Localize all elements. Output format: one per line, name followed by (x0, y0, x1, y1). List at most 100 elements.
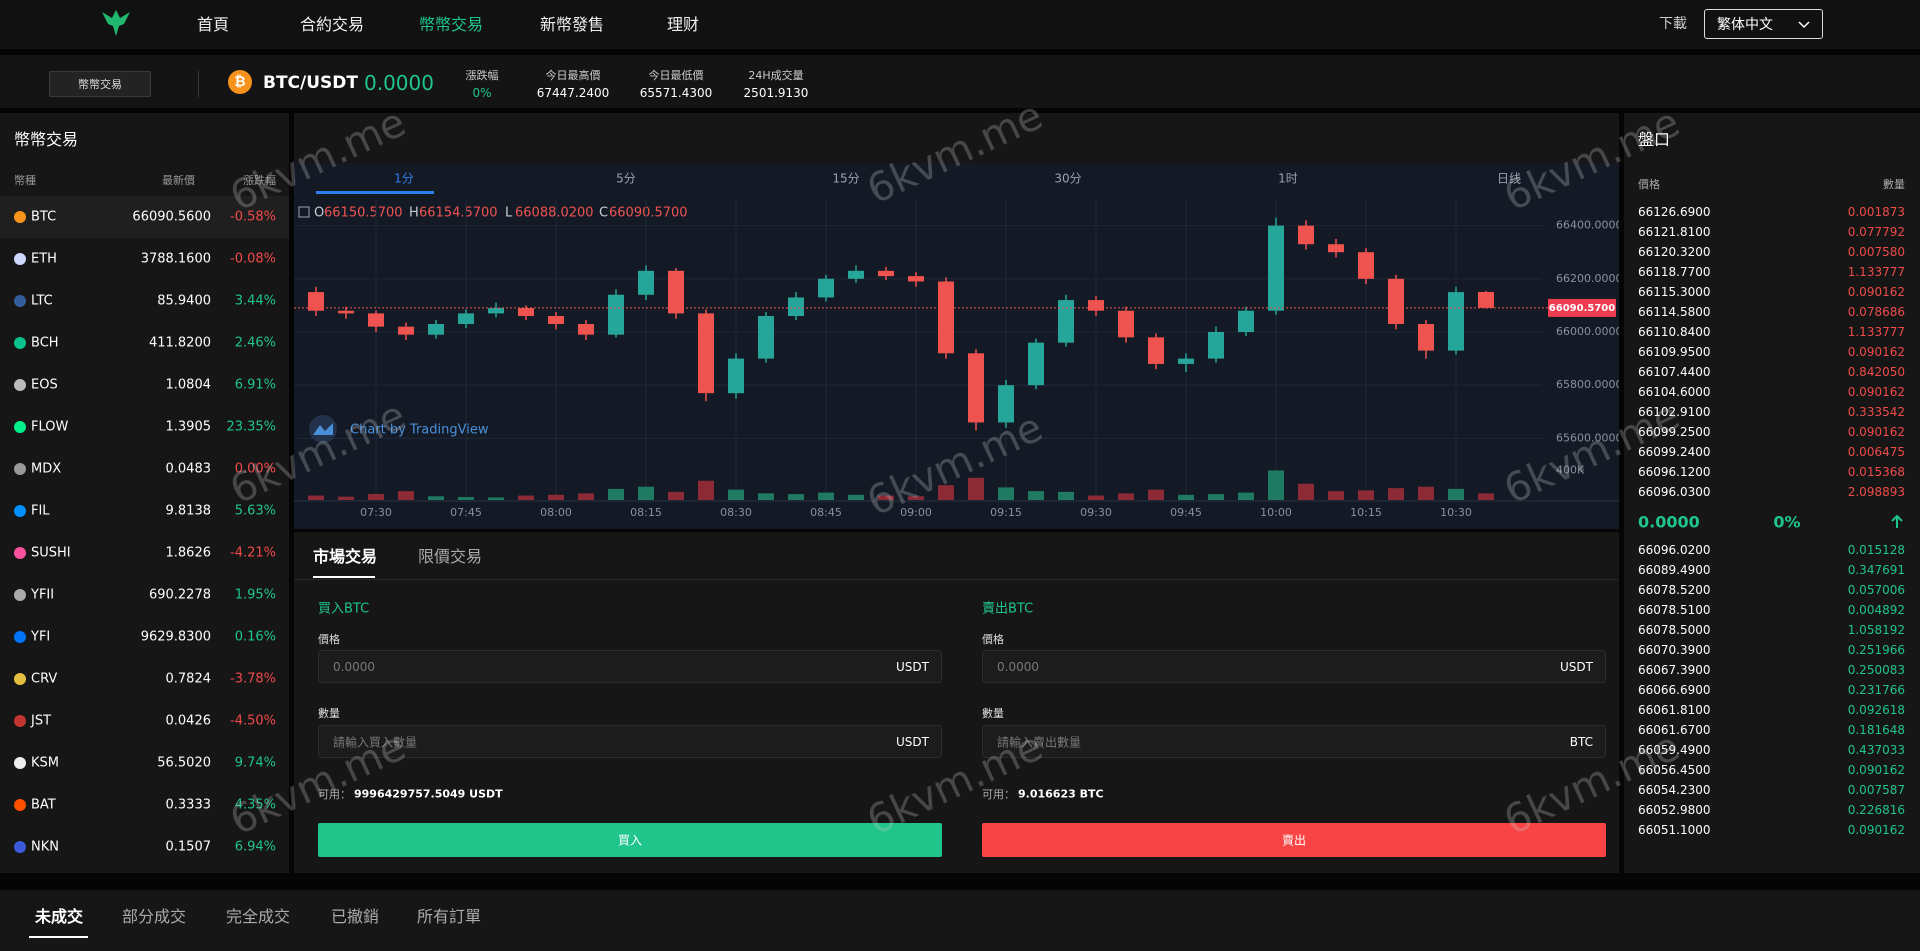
coin-change: -3.78% (230, 671, 276, 687)
coin-change: -4.21% (230, 545, 276, 561)
market-row[interactable]: FIL 9.8138 5.63% (0, 490, 289, 532)
market-row[interactable]: ETH 3788.1600 -0.08% (0, 238, 289, 280)
available-value: 9.016623 BTC (1018, 787, 1104, 801)
candle-body (338, 310, 354, 314)
price-input[interactable]: 0.0000 USDT (318, 650, 942, 683)
ticker-tab[interactable]: 幣幣交易 (49, 71, 151, 97)
coin-name: JST (31, 713, 52, 729)
orderbook-price: 66054.2300 (1638, 783, 1711, 797)
ohlc-label: L (505, 206, 513, 221)
orderbook-amount: 0.181648 (1847, 723, 1905, 737)
pair-name: BTC/USDT (263, 73, 358, 93)
price-input[interactable]: 0.0000 USDT (982, 650, 1606, 683)
coin-price: 66090.5600 (132, 209, 211, 225)
market-row[interactable]: LTC 85.9400 3.44% (0, 280, 289, 322)
market-row[interactable]: BAT 0.3333 4.35% (0, 784, 289, 826)
coin-price: 56.5020 (157, 755, 211, 771)
ticker-bar: 幣幣交易 ₿ BTC/USDT 0.0000 漲跌幅 0% 今日最高價 67447.2400 今… (0, 55, 1920, 108)
volume-bar (698, 480, 714, 500)
amount-input[interactable]: 請輸入買入數量 USDT (318, 725, 942, 758)
candle-body (1328, 244, 1344, 253)
market-row[interactable]: CRV 0.7824 -3.78% (0, 658, 289, 700)
coin-price: 0.3333 (165, 797, 212, 813)
download-link[interactable]: 下載 (1659, 16, 1687, 32)
ohlc-value: 66088.0200 (515, 206, 594, 221)
candle-body (1208, 332, 1224, 359)
volume-bar (908, 496, 924, 500)
market-row[interactable]: NKN 0.1507 6.94% (0, 826, 289, 868)
input-placeholder: 0.0000 (333, 660, 375, 674)
orders-tab[interactable]: 完全成交 (225, 907, 291, 926)
orderbook-amount: 0.007580 (1847, 245, 1905, 259)
market-row[interactable]: YFI 9629.8300 0.16% (0, 616, 289, 658)
orderbook-amount: 0.090162 (1847, 345, 1905, 359)
trade-tab[interactable]: 限價交易 (418, 547, 483, 566)
market-row[interactable]: BTC 66090.5600 -0.58% (0, 196, 289, 238)
market-row[interactable]: BCH 411.8200 2.46% (0, 322, 289, 364)
coin-icon (14, 379, 26, 391)
orderbook-amount: 0.231766 (1847, 683, 1905, 697)
market-row[interactable]: JST 0.0426 -4.50% (0, 700, 289, 742)
field-label: 數量 (318, 707, 340, 720)
coin-icon (14, 715, 26, 727)
orderbook-price: 66121.8100 (1638, 225, 1711, 239)
nav-item[interactable]: 首頁 (196, 15, 230, 34)
orderbook-amount: 0.090162 (1847, 425, 1905, 439)
time-tick-label: 07:45 (450, 506, 482, 519)
market-row[interactable]: KSM 56.5020 9.74% (0, 742, 289, 784)
volume-bar (1478, 493, 1494, 500)
divider (294, 579, 1619, 580)
column-header: 漲跌幅 (243, 174, 276, 187)
submit-button[interactable]: 賣出 (982, 823, 1606, 857)
candle-body (488, 308, 504, 314)
candle-body (668, 270, 684, 314)
amount-input[interactable]: 請輸入賣出數量 BTC (982, 725, 1606, 758)
divider (198, 71, 199, 97)
coin-icon (14, 547, 26, 559)
volume-bar (338, 496, 354, 500)
candle-body (1058, 300, 1074, 343)
orderbook-amount: 0.226816 (1847, 803, 1905, 817)
orderbook-price: 66051.1000 (1638, 823, 1711, 837)
orders-tab[interactable]: 部分成交 (121, 907, 187, 926)
trade-tab[interactable]: 市場交易 (313, 547, 378, 566)
coin-icon (14, 211, 26, 223)
market-panel: 幣幣交易 幣種 最新價 漲跌幅 BTC 66090.5600 -0.58% ETH 3788.1… (0, 113, 289, 873)
volume-bar (1268, 470, 1284, 500)
nav-item[interactable]: 新幣發售 (539, 15, 605, 34)
market-row[interactable]: EOS 1.0804 6.91% (0, 364, 289, 406)
field-label: 價格 (982, 633, 1004, 646)
market-row[interactable]: MDX 0.0483 0.00% (0, 448, 289, 490)
volume-bar (1418, 486, 1434, 500)
orders-tab[interactable]: 未成交 (34, 907, 84, 926)
orderbook-price: 66102.9100 (1638, 405, 1711, 419)
nav-item[interactable]: 理财 (666, 15, 700, 34)
language-select[interactable]: 繁体中文 (1704, 9, 1823, 39)
orderbook-amount: 2.098893 (1847, 485, 1905, 499)
coin-price: 690.2278 (148, 587, 211, 603)
orderbook-amount: 0.006475 (1847, 445, 1905, 459)
orders-tab[interactable]: 所有訂單 (416, 907, 482, 926)
nav-item[interactable]: 幣幣交易 (418, 15, 484, 34)
orderbook-price: 66056.4500 (1638, 763, 1711, 777)
submit-button[interactable]: 買入 (318, 823, 942, 857)
nav-item[interactable]: 合約交易 (299, 15, 365, 34)
candle-body (1358, 252, 1374, 279)
panel-title: 盤口 (1638, 130, 1671, 149)
volume-bar (968, 477, 984, 500)
coin-icon (14, 841, 26, 853)
candle-body (1178, 358, 1194, 364)
coin-name: LTC (31, 293, 53, 309)
legend-toggle (298, 206, 310, 218)
market-row[interactable]: SUSHI 1.8626 -4.21% (0, 532, 289, 574)
market-row[interactable]: FLOW 1.3905 23.35% (0, 406, 289, 448)
volume-bar (488, 497, 504, 500)
interval-tab: 5分 (616, 172, 636, 186)
orders-tab[interactable]: 已撤銷 (330, 907, 380, 926)
coin-name: ETH (31, 251, 57, 267)
orderbook-price: 66099.2400 (1638, 445, 1711, 459)
tab-underline (313, 576, 375, 578)
logo[interactable] (99, 6, 133, 40)
volume-bar (608, 488, 624, 500)
market-row[interactable]: YFII 690.2278 1.95% (0, 574, 289, 616)
